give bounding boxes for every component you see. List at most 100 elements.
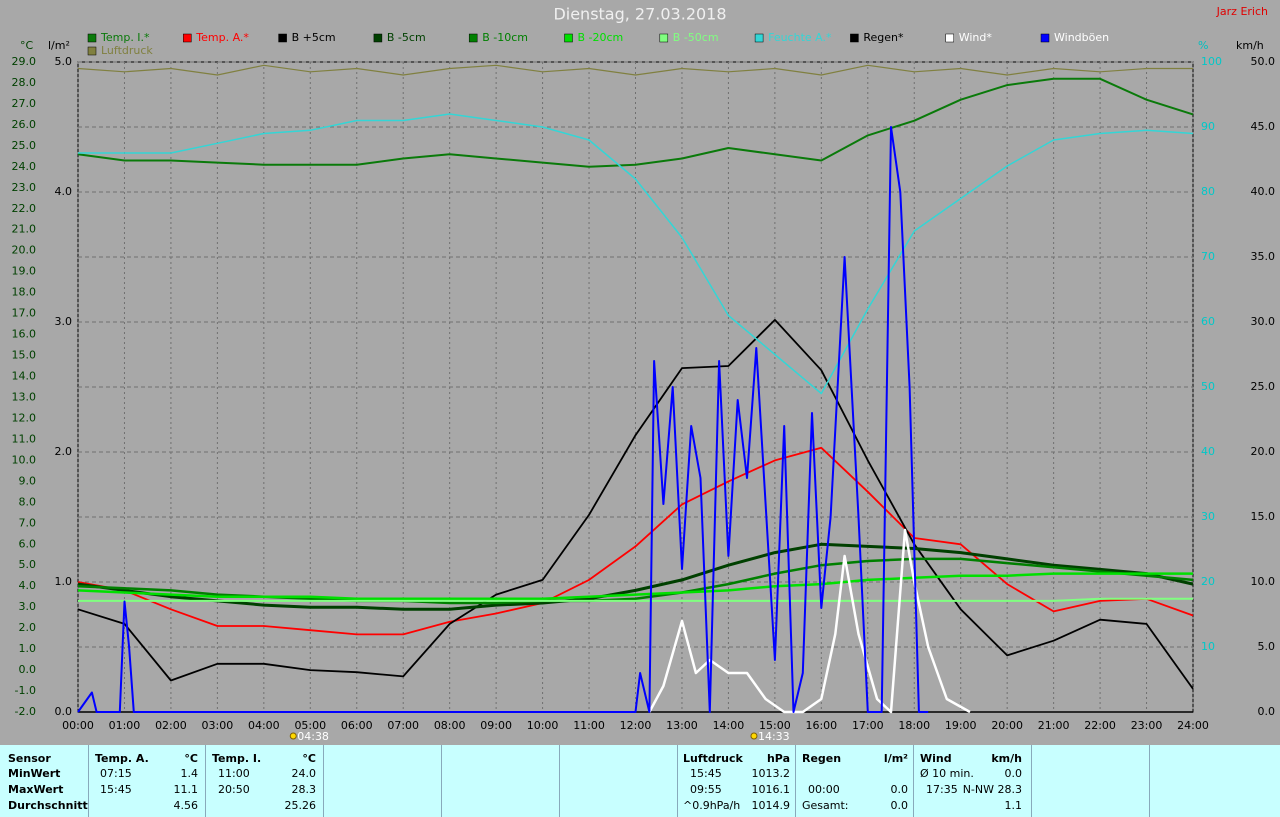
legend-label: Temp. I.* [100, 31, 150, 44]
legend-swatch [87, 33, 97, 43]
x-tick-label: 09:00 [480, 719, 512, 732]
cell: 1.4 [180, 767, 199, 780]
chart: Dienstag, 27.03.2018 Jarz Erich °C l/m² … [12, 5, 1276, 744]
y-tick-label: 10.0 [12, 453, 37, 466]
legend-swatch [468, 33, 478, 43]
y2-tick-label: 20 [1201, 575, 1215, 588]
separator [559, 745, 560, 817]
x-tick-label: 22:00 [1084, 719, 1116, 732]
legend-label: B -20cm [578, 31, 624, 44]
y-tick-label: 2.0 [19, 621, 37, 634]
y4-tick-label: 35.0 [1251, 250, 1276, 263]
y-tick-label: 20.0 [12, 244, 37, 257]
y-tick-label: -1.0 [15, 684, 36, 697]
y2-tick-label: 30 [1201, 510, 1215, 523]
x-tick-label: 12:00 [620, 719, 652, 732]
y-tick-label: 3.0 [19, 600, 37, 613]
y-tick-label: 4.0 [19, 579, 37, 592]
legend-swatch [754, 33, 764, 43]
y2-tick-label: 50 [1201, 380, 1215, 393]
y-tick-label: 12.0 [12, 411, 37, 424]
cell: km/h [991, 752, 1022, 765]
x-tick-label: 06:00 [341, 719, 373, 732]
series-line [77, 126, 929, 713]
y-tick-label: 15.0 [12, 349, 37, 362]
legend-label: Feuchte A.* [768, 31, 832, 44]
x-tick-label: 07:00 [387, 719, 419, 732]
cell: 28.3 [291, 783, 317, 796]
y-tick-label: 6.0 [19, 537, 37, 550]
x-tick-label: 19:00 [945, 719, 977, 732]
cell: Wind [920, 752, 952, 765]
legend-swatch [659, 33, 669, 43]
cell: 09:55 [690, 783, 722, 796]
y4-tick-label: 40.0 [1251, 185, 1276, 198]
cell: l/m² [883, 752, 908, 765]
y-tick-label: 23.0 [12, 181, 37, 194]
x-tick-label: 01:00 [109, 719, 141, 732]
y4-tick-label: 25.0 [1251, 380, 1276, 393]
cell: MaxWert [8, 783, 64, 796]
y-tick-label: 11.0 [12, 432, 37, 445]
x-tick-label: 05:00 [294, 719, 326, 732]
cell: N-NW 28.3 [962, 783, 1022, 796]
separator [441, 745, 442, 817]
y-tick-label: 7.0 [19, 516, 37, 529]
cell: 15:45 [690, 767, 722, 780]
x-tick-label: 10:00 [527, 719, 559, 732]
x-tick-label: 18:00 [898, 719, 930, 732]
separator [677, 745, 678, 817]
series-line [78, 597, 1193, 602]
y-tick-label: 27.0 [12, 97, 37, 110]
cell: 11.1 [173, 783, 199, 796]
y4-tick-label: 5.0 [1258, 640, 1276, 653]
y2-tick-label: 40 [1201, 445, 1215, 458]
cell: Temp. A. [95, 752, 149, 765]
legend-label: B -5cm [387, 31, 426, 44]
cell: 4.56 [173, 799, 199, 812]
x-tick-label: 20:00 [991, 719, 1023, 732]
cell: 0.0 [1004, 767, 1023, 780]
separator [913, 745, 914, 817]
y2-tick-label: 70 [1201, 250, 1215, 263]
legend-label: B -50cm [673, 31, 719, 44]
legend-swatch [850, 33, 859, 43]
cell: 11:00 [218, 767, 250, 780]
y4-tick-label: 50.0 [1251, 55, 1276, 68]
cell: 25.26 [284, 799, 317, 812]
y2-tick-label: 10 [1201, 640, 1215, 653]
y4-tick-label: 45.0 [1251, 120, 1276, 133]
x-tick-label: 15:00 [759, 719, 791, 732]
cell: 15:45 [100, 783, 132, 796]
axis-unit: km/h [1236, 39, 1264, 52]
y-tick-label: 13.0 [12, 390, 37, 403]
y3-tick-label: 3.0 [55, 315, 73, 328]
separator [795, 745, 796, 817]
y-tick-label: 5.0 [19, 558, 37, 571]
legend-swatch [373, 33, 383, 43]
legend-label: Luftdruck [101, 44, 153, 57]
y-tick-label: 9.0 [19, 474, 37, 487]
x-tick-label: 03:00 [202, 719, 234, 732]
cell: Regen [802, 752, 842, 765]
y-tick-label: -2.0 [15, 705, 36, 718]
cell: °C [302, 752, 316, 765]
y3-tick-label: 4.0 [55, 185, 73, 198]
y-tick-label: 25.0 [12, 139, 37, 152]
y4-tick-label: 0.0 [1258, 705, 1276, 718]
x-tick-label: 02:00 [155, 719, 187, 732]
sun-marker [750, 732, 758, 740]
x-tick-label: 24:00 [1177, 719, 1209, 732]
cell: ^0.9hPa/h [683, 799, 741, 812]
legend-label: Temp. A.* [195, 31, 249, 44]
y3-tick-label: 2.0 [55, 445, 73, 458]
y4-tick-label: 10.0 [1251, 575, 1276, 588]
legend-swatch [1040, 33, 1050, 43]
y-tick-label: 22.0 [12, 202, 37, 215]
x-tick-label: 11:00 [573, 719, 605, 732]
x-tick-label: 04:00 [248, 719, 280, 732]
y2-tick-label: 90 [1201, 120, 1215, 133]
x-tick-label: 08:00 [434, 719, 466, 732]
y2-tick-label: 80 [1201, 185, 1215, 198]
